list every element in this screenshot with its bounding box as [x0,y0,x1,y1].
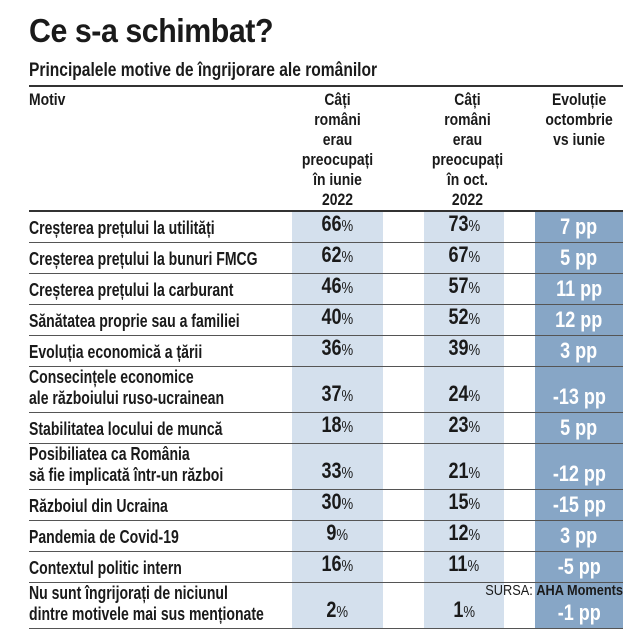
table-row: Creșterea prețului la bunuri FMCG 62% 67% 5… [29,242,623,274]
header-row: Motiv Câți români erau preocupați în iunie… [29,86,623,212]
table-row: Războiul din Ucraina 30% 15% -15 pp [29,489,623,521]
june-value: 62% [292,242,383,274]
oct-value: 21% [424,443,504,490]
header-evol: Evoluție octombrie vs iunie [535,86,623,212]
motiv-cell: Războiul din Ucraina [29,489,292,521]
oct-value: 24% [424,366,504,413]
oct-value: 67% [424,242,504,274]
motiv-cell: Contextul politic intern [29,551,292,583]
evolution-value: 5 pp [535,242,623,274]
oct-value: 52% [424,304,504,336]
motiv-cell: Creșterea prețului la utilități [29,211,292,243]
table-row: Sănătatea proprie sau a familiei 40% 52% 12… [29,304,623,336]
table-row: Evoluția economică a țării 36% 39% 3 pp [29,335,623,367]
oct-value: 23% [424,412,504,444]
motiv-cell: Pandemia de Covid-19 [29,520,292,552]
page-title: Ce s-a schimbat? [29,12,274,49]
motiv-cell: Evoluția economică a țării [29,335,292,367]
motiv-cell: Creșterea prețului la bunuri FMCG [29,242,292,274]
motiv-cell: Consecințele economice ale războiului rus… [29,366,292,413]
subtitle: Principalele motive de îngrijorare ale r… [29,60,378,81]
table-row: Contextul politic intern 16% 11% -5 pp [29,551,623,583]
evolution-value: -12 pp [535,443,623,490]
evolution-value: -13 pp [535,366,623,413]
table-row: Pandemia de Covid-19 9% 12% 3 pp [29,520,623,552]
oct-value: 73% [424,211,504,243]
june-value: 40% [292,304,383,336]
june-value: 46% [292,273,383,305]
table-row: Creșterea prețului la carburant 46% 57% 11 … [29,273,623,305]
evolution-value: 5 pp [535,412,623,444]
june-value: 66% [292,211,383,243]
evolution-value: 11 pp [535,273,623,305]
june-value: 18% [292,412,383,444]
june-value: 36% [292,335,383,367]
evolution-value: 7 pp [535,211,623,243]
evolution-value: -5 pp [535,551,623,583]
oct-value: 39% [424,335,504,367]
table-row: Consecințele economice ale războiului rus… [29,366,623,413]
header-motiv: Motiv [29,86,292,212]
evolution-value: 3 pp [535,335,623,367]
motiv-cell: Sănătatea proprie sau a familiei [29,304,292,336]
table-row: Creșterea prețului la utilități 66% 73% 7 p… [29,211,623,243]
table-row: Stabilitatea locului de muncă 18% 23% 5 pp [29,412,623,444]
source-note: SURSA: AHA Moments [485,582,623,599]
evolution-value: -15 pp [535,489,623,521]
june-value: 33% [292,443,383,490]
oct-value: 15% [424,489,504,521]
concerns-table: Motiv Câți români erau preocupați în iunie… [29,85,623,629]
june-value: 9% [292,520,383,552]
june-value: 16% [292,551,383,583]
motiv-cell: Stabilitatea locului de muncă [29,412,292,444]
header-oct: Câți români erau preocupați în oct. 2022 [424,86,504,212]
motiv-cell: Creșterea prețului la carburant [29,273,292,305]
infographic: Ce s-a schimbat? Principalele motive de … [29,0,623,629]
evolution-value: 12 pp [535,304,623,336]
june-value: 37% [292,366,383,413]
header-june: Câți români erau preocupați în iunie 2022 [292,86,383,212]
oct-value: 11% [424,551,504,583]
june-value: 30% [292,489,383,521]
evolution-value: 3 pp [535,520,623,552]
oct-value: 12% [424,520,504,552]
oct-value: 57% [424,273,504,305]
table-row: Posibiliatea ca România să fie implicată … [29,443,623,490]
motiv-cell: Posibiliatea ca România să fie implicată … [29,443,292,490]
